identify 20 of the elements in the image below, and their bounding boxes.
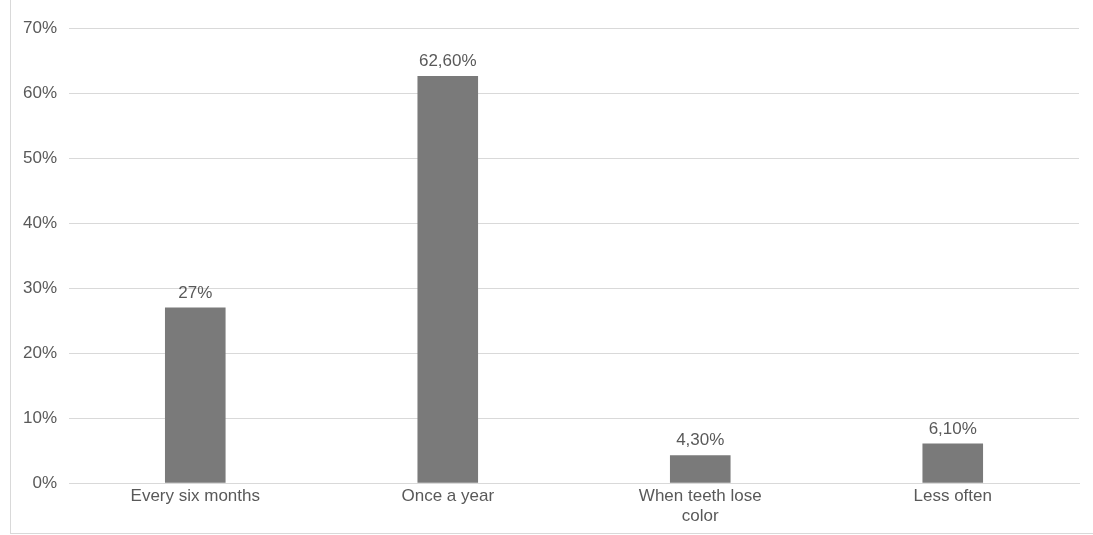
bar (164, 307, 226, 483)
x-tick-label: When teeth lose color (638, 486, 762, 526)
data-label: 6,10% (928, 418, 977, 438)
x-tick-label: Less often (913, 486, 992, 506)
y-tick-label: 20% (22, 342, 58, 362)
data-label: 62,60% (418, 51, 477, 71)
y-tick-label: 10% (22, 407, 58, 427)
y-tick-label: 60% (22, 82, 58, 102)
bar (669, 455, 731, 483)
bar (417, 76, 479, 483)
x-tick-label: Once a year (401, 486, 495, 506)
bar (922, 443, 984, 483)
x-tick-label: Every six months (130, 486, 260, 506)
data-label: 27% (178, 282, 213, 302)
y-tick-label: 0% (32, 472, 58, 492)
y-tick-label: 40% (22, 212, 58, 232)
y-tick-label: 70% (22, 17, 58, 37)
data-label: 4,30% (676, 430, 725, 450)
y-tick-label: 30% (22, 277, 58, 297)
y-tick-label: 50% (22, 147, 58, 167)
